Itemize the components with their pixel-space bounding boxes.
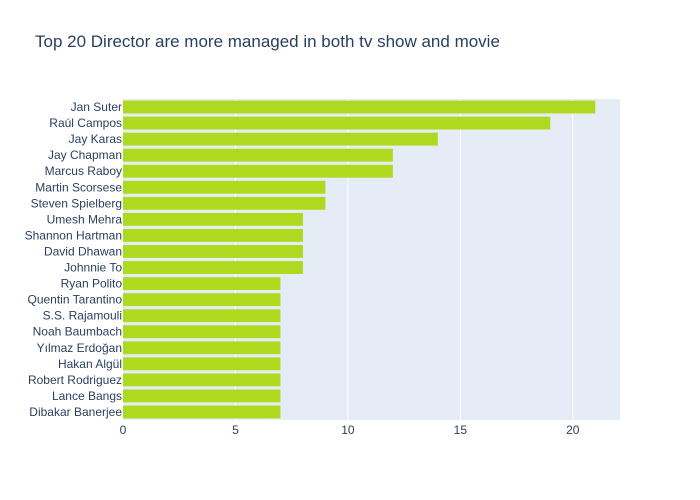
- bar: [123, 373, 281, 387]
- x-tick-label: 0: [120, 423, 127, 437]
- chart-title: Top 20 Director are more managed in both…: [35, 32, 500, 51]
- bars: [123, 100, 596, 419]
- y-tick-label: David Dhawan: [44, 244, 122, 258]
- bar: [123, 277, 281, 290]
- y-tick-label: Dibakar Banerjee: [29, 405, 122, 419]
- bar: [123, 325, 281, 339]
- bar: [123, 405, 281, 419]
- bar: [123, 245, 303, 258]
- y-tick-label: Umesh Mehra: [47, 212, 123, 226]
- bar: [123, 357, 281, 371]
- y-tick-label: Hakan Algül: [58, 357, 122, 371]
- y-tick-label: Jan Suter: [71, 100, 122, 114]
- bar: [123, 132, 438, 146]
- x-axis-ticks: 0 5 10 15 20: [120, 423, 580, 437]
- bar: [123, 196, 326, 210]
- y-tick-label: Jay Karas: [69, 132, 122, 146]
- bar: [123, 148, 393, 162]
- y-tick-label: Johnnie To: [64, 261, 122, 275]
- y-tick-label: Marcus Raboy: [45, 164, 122, 178]
- y-tick-label: Martin Scorsese: [35, 180, 122, 194]
- y-tick-label: Jay Chapman: [48, 148, 122, 162]
- y-tick-label: S.S. Rajamouli: [43, 309, 122, 323]
- bar: [123, 309, 281, 323]
- y-tick-label: Noah Baumbach: [33, 325, 122, 339]
- bar: [123, 229, 303, 242]
- plot-background: [123, 99, 620, 420]
- bar: [123, 164, 393, 178]
- bar: [123, 116, 551, 130]
- y-tick-label: Ryan Polito: [61, 277, 123, 291]
- bar: [123, 389, 281, 403]
- x-tick-label: 5: [232, 423, 239, 437]
- y-tick-label: Steven Spielberg: [31, 196, 122, 210]
- bar: [123, 341, 281, 355]
- y-axis-labels: Jan Suter Raúl Campos Jay Karas Jay Chapman…: [25, 100, 123, 419]
- bar: [123, 212, 303, 226]
- x-tick-label: 20: [566, 423, 580, 437]
- y-tick-label: Quentin Tarantino: [27, 293, 122, 307]
- bar: [123, 261, 303, 274]
- x-tick-label: 10: [341, 423, 355, 437]
- bar: [123, 293, 281, 307]
- x-tick-label: 15: [454, 423, 468, 437]
- bar: [123, 100, 596, 114]
- bar: [123, 180, 326, 194]
- y-tick-label: Yılmaz Erdoğan: [37, 341, 122, 355]
- y-tick-label: Shannon Hartman: [25, 228, 122, 242]
- y-tick-label: Raúl Campos: [49, 116, 122, 130]
- y-tick-label: Lance Bangs: [52, 389, 122, 403]
- y-tick-label: Robert Rodriguez: [28, 373, 122, 387]
